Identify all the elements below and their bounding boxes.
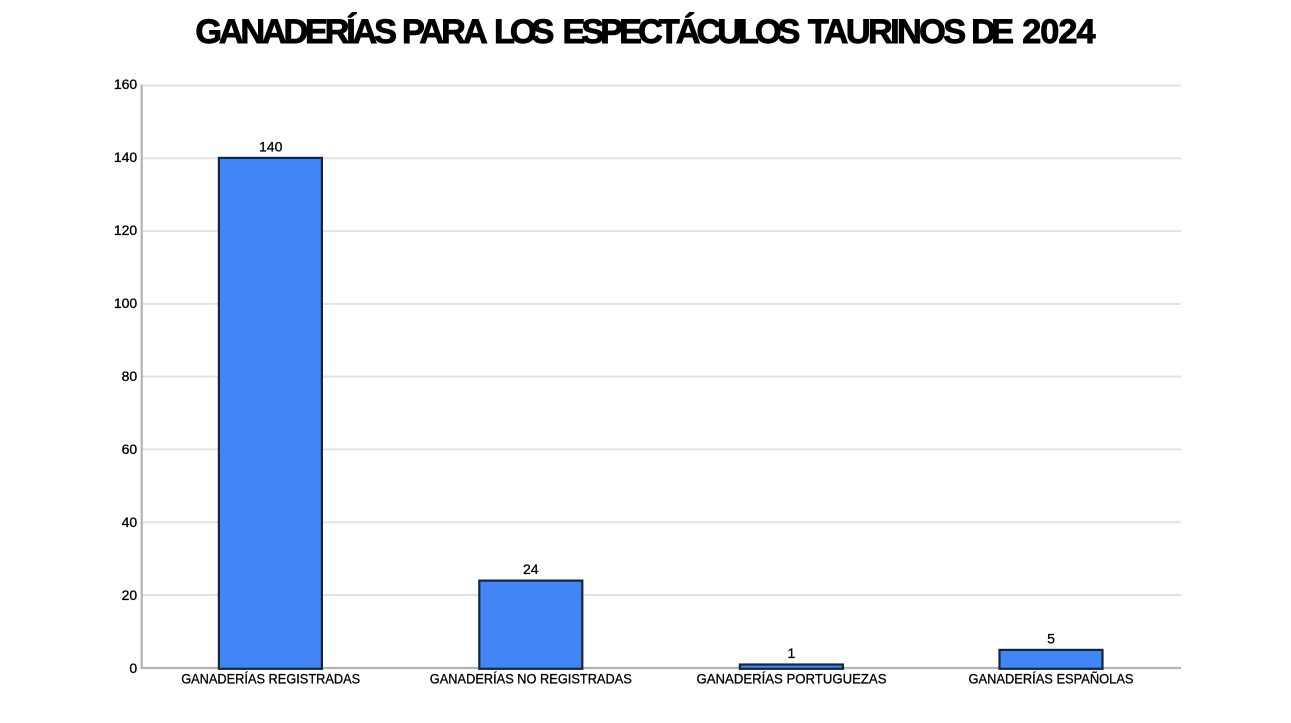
svg-text:120: 120	[114, 222, 138, 238]
svg-text:24: 24	[523, 561, 539, 577]
svg-text:0: 0	[129, 660, 137, 676]
svg-text:GANADERÍAS PORTUGUEZAS: GANADERÍAS PORTUGUEZAS	[697, 672, 887, 687]
svg-text:140: 140	[259, 139, 283, 155]
svg-text:2024: 2024	[1022, 13, 1095, 51]
svg-text:40: 40	[122, 514, 138, 530]
svg-text:100: 100	[114, 295, 138, 311]
svg-text:TAURINOS: TAURINOS	[808, 13, 966, 51]
svg-text:80: 80	[122, 368, 138, 384]
svg-text:140: 140	[114, 149, 138, 165]
svg-text:60: 60	[122, 441, 138, 457]
svg-text:GANADERÍAS: GANADERÍAS	[195, 11, 397, 51]
svg-text:160: 160	[114, 76, 138, 92]
svg-text:GANADERÍAS REGISTRADAS: GANADERÍAS REGISTRADAS	[181, 672, 360, 687]
svg-text:1: 1	[788, 645, 796, 661]
svg-text:LOS: LOS	[494, 13, 554, 51]
svg-text:GANADERÍAS NO REGISTRADAS: GANADERÍAS NO REGISTRADAS	[430, 672, 632, 687]
svg-text:20: 20	[122, 587, 138, 603]
svg-text:5: 5	[1047, 630, 1055, 646]
svg-text:ESPECTÁCULOS: ESPECTÁCULOS	[563, 11, 801, 51]
svg-text:PARA: PARA	[402, 13, 488, 51]
svg-text:GANADERÍAS ESPAÑOLAS: GANADERÍAS ESPAÑOLAS	[969, 672, 1134, 687]
svg-text:DE: DE	[971, 13, 1014, 51]
